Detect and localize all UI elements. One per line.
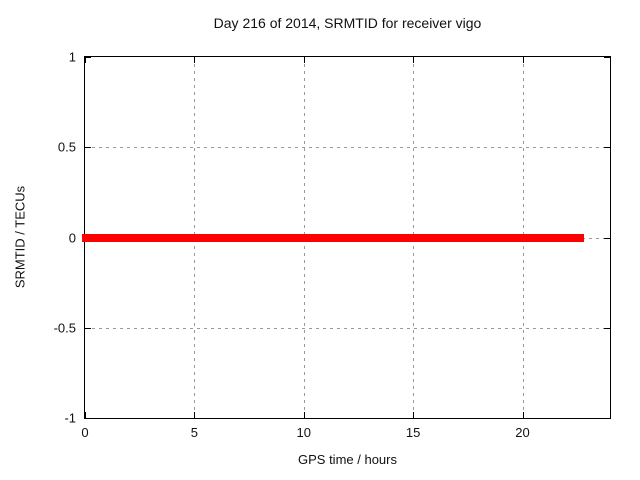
y-tick-label: 0 [68,230,76,245]
y-tick-mark-left [85,327,91,329]
plot-area: 0 5 10 15 20 1 0.5 0 -0.5 -1 [54,50,611,440]
x-tick-mark-top [303,57,305,63]
x-tick-label: 10 [296,425,311,440]
x-tick-label: 0 [81,425,89,440]
y-tick-mark-right [604,327,610,329]
y-tick-mark-left [85,147,91,149]
y-tick-label: -0.5 [53,320,76,336]
x-axis-label: GPS time / hours [298,452,397,467]
y-tick-mark-right [604,147,610,149]
y-tick-label: 1 [68,49,76,65]
x-tick-mark-top [85,57,86,63]
x-tick-mark-bottom [85,412,86,418]
y-tick-mark-right [604,57,610,58]
y-tick-label: -1 [64,410,76,426]
y-tick-label: 0.5 [57,139,76,155]
x-tick-mark-top [522,57,524,63]
grid-line-horizontal [85,327,610,329]
x-tick-label: 20 [515,425,530,440]
x-tick-mark-bottom [303,412,305,418]
chart-title: Day 216 of 2014, SRMTID for receiver vig… [213,15,482,31]
y-tick-mark-right [604,237,610,239]
x-tick-mark-bottom [194,412,196,418]
y-tick-mark-left [85,57,91,58]
y-tick-mark-right [604,418,610,419]
x-tick-mark-top [413,57,415,63]
x-tick-mark-bottom [522,412,524,418]
srmtid-series-line [82,233,584,242]
x-tick-mark-bottom [413,412,415,418]
x-tick-label: 15 [405,425,421,440]
y-tick-mark-left [85,418,91,419]
x-tick-label: 5 [190,425,198,440]
y-axis-label: SRMTID / TECUs [12,185,28,289]
grid-line-horizontal [85,147,610,149]
x-tick-mark-top [194,57,196,63]
